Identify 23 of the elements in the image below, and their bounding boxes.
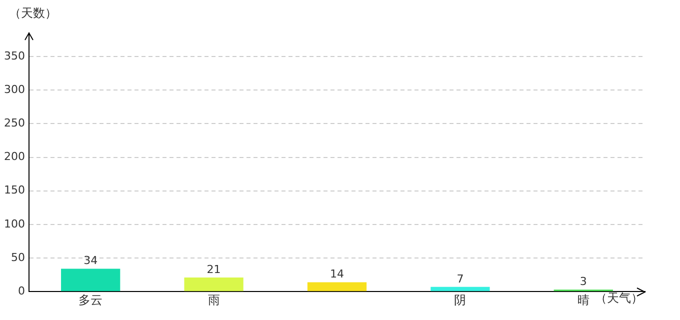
data-label: 21 (206, 262, 221, 276)
data-label: 14 (330, 268, 344, 281)
y-axis-title: （天数） (8, 6, 57, 20)
bar (307, 282, 367, 292)
x-tick-label: 阴 (454, 292, 466, 307)
x-tick-label: 多云 (78, 292, 103, 307)
x-tick-label: 晴 (577, 292, 590, 307)
y-tick-label: 200 (4, 150, 25, 164)
x-tick-label: 雨 (208, 292, 220, 307)
y-tick-label: 50 (10, 250, 25, 264)
y-tick-label: 300 (4, 82, 25, 96)
y-tick-label: 100 (4, 217, 25, 230)
x-axis-title: （天气） (595, 291, 643, 306)
bar (430, 286, 490, 292)
y-tick-label: 250 (4, 116, 25, 130)
y-tick-label: 0 (18, 284, 25, 298)
y-tick-label: 150 (4, 184, 25, 197)
data-label: 34 (84, 254, 98, 268)
data-label: 7 (456, 272, 464, 286)
data-label: 3 (580, 274, 587, 288)
bar (61, 268, 120, 292)
bar (184, 277, 244, 292)
y-tick-label: 350 (4, 49, 25, 62)
